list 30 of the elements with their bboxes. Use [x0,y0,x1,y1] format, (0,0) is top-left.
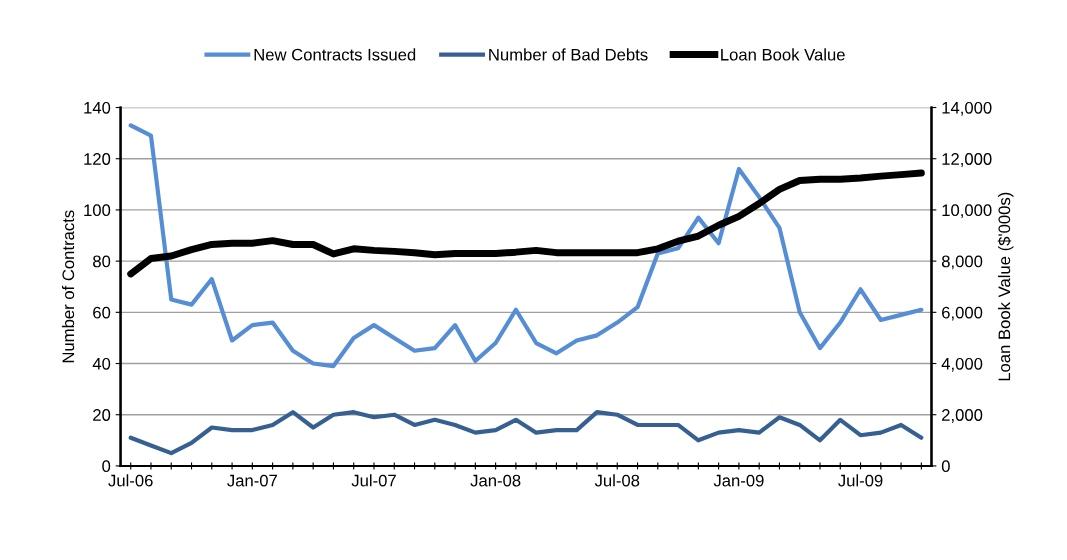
legend-label: Loan Book Value [721,48,845,61]
y2-tick-label: 6,000 [942,306,983,321]
x-tick-label: Jan-09 [713,474,764,487]
y2-tick-label: 4,000 [941,357,983,372]
x-tick-label: Jul-07 [351,474,396,487]
y2-tick-label: 0 [941,460,950,473]
y-tick-label: 0 [102,460,111,473]
x-tick-label: Jan-08 [470,474,521,487]
x-tick-label: Jan-07 [227,474,277,487]
y2-tick-label: 8,000 [941,255,983,270]
x-tick-label: Jul-09 [838,474,883,487]
line-series [128,410,924,456]
y2-tick-label: 2,000 [942,409,983,423]
y-tick-label: 100 [84,204,111,217]
x-tick-label: Jul-08 [594,474,640,487]
y2-tick-label: 10,000 [942,204,992,219]
y-tick-label: 60 [93,306,111,319]
y-tick-label: 140 [84,101,111,114]
legend-label: New Contracts Issued [254,48,416,61]
y2-tick-label: 12,000 [942,153,992,167]
line-series [128,123,924,369]
y-tick-label: 80 [93,255,111,268]
legend-label: Number of Bad Debts [489,48,648,61]
y-axis-title: Number of Contracts [61,210,75,363]
y-tick-label: 20 [93,409,111,421]
x-tick-label: Jul-06 [108,474,153,487]
y-tick-label: 40 [92,357,111,370]
y2-tick-label: 14,000 [942,101,992,116]
y2-axis-title: Loan Book Value ($'000s) [997,192,1014,381]
y-tick-label: 120 [84,153,111,165]
